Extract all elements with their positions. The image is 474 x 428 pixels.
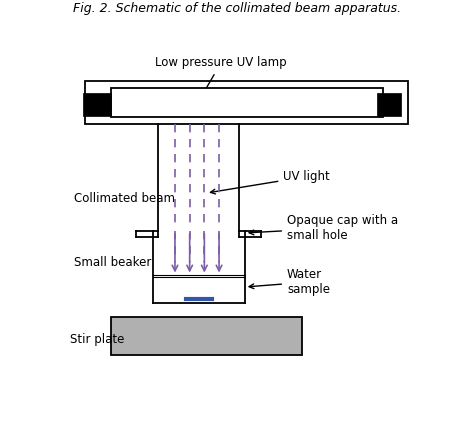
Text: Low pressure UV lamp: Low pressure UV lamp (155, 56, 287, 100)
Text: Fig. 2. Schematic of the collimated beam apparatus.: Fig. 2. Schematic of the collimated beam… (73, 2, 401, 15)
Bar (110, 317, 301, 354)
Text: Opaque cap with a
small hole: Opaque cap with a small hole (249, 214, 398, 242)
Bar (85, 81, 408, 124)
Text: Water
sample: Water sample (249, 268, 330, 296)
Bar (83, 92, 111, 116)
Text: Stir plate: Stir plate (70, 333, 125, 346)
Text: Small beaker: Small beaker (74, 256, 151, 269)
Text: UV light: UV light (210, 170, 330, 194)
Bar (377, 92, 401, 116)
Text: Collimated beam: Collimated beam (74, 191, 175, 205)
Bar (110, 88, 383, 117)
